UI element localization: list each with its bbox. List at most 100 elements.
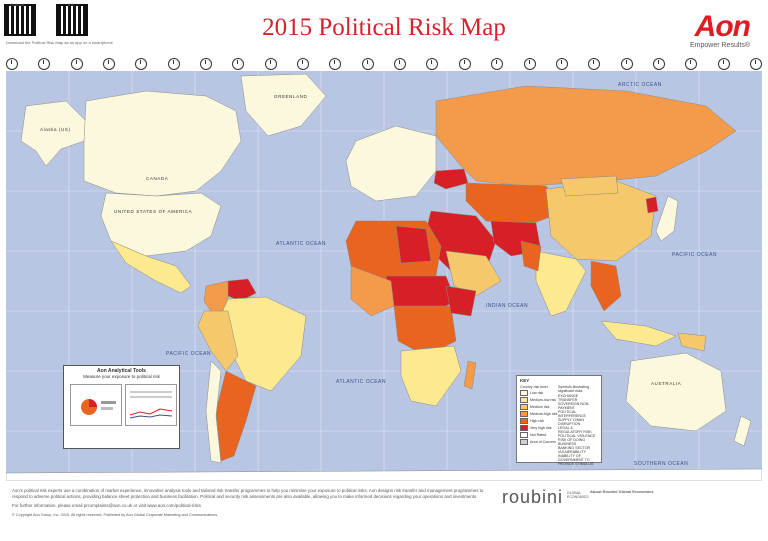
land-png	[677, 332, 707, 352]
tools-title: Aon Analytical Tools	[97, 368, 146, 374]
key-symbol-item: SOVEREIGN NON-PAYMENT	[558, 402, 590, 410]
label-pacific-east: PACIFIC OCEAN	[166, 351, 211, 357]
clock-icon	[523, 58, 536, 70]
key-level-row: High risk	[520, 418, 557, 424]
clock-icon	[749, 58, 762, 70]
key-level-row: Very high risk	[520, 425, 557, 431]
clock-icon	[6, 58, 18, 70]
clock-icon	[70, 58, 83, 70]
key-symbol-item: EXCHANGE TRANSFER	[558, 394, 579, 402]
land-horn-africa	[445, 285, 477, 317]
land-pakistan	[520, 240, 542, 272]
key-level-label: Medium-low risk	[530, 398, 556, 402]
clock-icon	[297, 58, 310, 70]
land-antarctica	[6, 468, 762, 481]
clock-icon	[652, 58, 665, 70]
aon-logo: Aon Empower Results®	[689, 10, 751, 50]
key-swatch	[520, 439, 528, 445]
page-title: 2015 Political Risk Map	[262, 14, 506, 41]
key-symbol-item: POLITICAL VIOLENCE	[558, 434, 596, 438]
clock-icon	[588, 58, 601, 70]
land-greenland	[240, 73, 327, 137]
clock-icon	[491, 58, 504, 70]
key-level-label: Medium-high risk	[530, 412, 558, 416]
land-southern-africa	[400, 345, 462, 407]
land-europe	[345, 125, 437, 202]
key-symbols: Symbols illustrating significant risks E…	[558, 385, 598, 466]
key-symbols-heading: Symbols illustrating significant risks	[558, 385, 589, 393]
tool-screenshot-left	[70, 384, 122, 426]
key-symbol-item: SUPPLY CHAIN DISRUPTION	[558, 418, 585, 426]
land-indonesia	[600, 320, 677, 347]
qr-code-left[interactable]	[4, 4, 36, 36]
key-risk-heading: Country risk level	[520, 385, 548, 389]
roubini-sub: GLOBAL ECONOMICS	[567, 491, 589, 499]
clock-icon	[555, 58, 568, 70]
qr-code-right[interactable]	[56, 4, 88, 36]
key-level-label: Low risk	[530, 391, 544, 395]
land-alaska	[20, 100, 87, 167]
clock-icon	[394, 58, 407, 70]
key-level-label: Very high risk	[530, 426, 552, 430]
clock-icon	[38, 58, 51, 70]
label-greenland: GREENLAND	[274, 94, 308, 99]
roubini-logo: roubini GLOBAL ECONOMICS	[502, 487, 589, 508]
clock-icon	[717, 58, 730, 70]
qr-caption: Download the Political Risk Map as an ap…	[6, 40, 113, 45]
key-swatch	[520, 418, 528, 424]
key-swatch	[520, 397, 528, 403]
land-madagascar	[463, 360, 477, 390]
key-symbol-item: POLITICAL INTERFERENCE	[558, 410, 586, 418]
land-ukraine	[433, 168, 469, 190]
land-new-zealand	[733, 415, 752, 447]
land-mexico	[110, 240, 192, 294]
land-china	[545, 180, 657, 262]
land-usa	[100, 192, 222, 257]
land-mongolia	[560, 175, 619, 197]
logo-tagline: Empower Results®	[689, 42, 750, 49]
label-indian-ocean: INDIAN OCEAN	[486, 303, 528, 309]
key-level-row: Medium-high risk	[520, 411, 557, 417]
label-usa: UNITED STATES OF AMERICA	[114, 209, 192, 214]
land-west-africa	[350, 265, 395, 317]
land-argentina	[215, 370, 257, 462]
land-canada	[83, 90, 242, 197]
label-pacific-west: PACIFIC OCEAN	[672, 252, 717, 258]
footer-text: Aon's political risk experts use a combi…	[12, 488, 492, 518]
key-risk-levels: Country risk level Low risk Medium-low r…	[520, 385, 557, 466]
land-japan	[655, 195, 679, 242]
land-india	[535, 250, 587, 317]
label-canada: CANADA	[146, 176, 168, 181]
key-symbol-item: RISK OF DOING BUSINESS	[558, 438, 586, 446]
clock-icon	[685, 58, 698, 70]
footer-contact[interactable]: For further information, please email pr…	[12, 503, 201, 508]
key-level-row: Low risk	[520, 390, 557, 396]
land-libya	[395, 225, 432, 264]
land-arabia	[445, 250, 502, 297]
qr-label-right: iOS	[68, 2, 75, 7]
qr-label-left: Android	[10, 2, 24, 7]
clock-icon	[200, 58, 213, 70]
key-level-row: Not Rated	[520, 432, 557, 438]
clock-icon	[103, 58, 116, 70]
clock-icon	[361, 58, 374, 70]
map-key: KEY Country risk level Low risk Medium-l…	[516, 375, 602, 466]
clock-icon	[232, 58, 245, 70]
analytical-tools-panel: Aon Analytical Tools Measure your exposu…	[63, 365, 180, 449]
label-atlantic-north: ATLANTIC OCEAN	[276, 241, 326, 247]
tool-screenshot-right	[125, 384, 177, 426]
label-australia: AUSTRALIA	[651, 381, 681, 386]
key-level-label: Medium risk	[530, 405, 550, 409]
roubini-about-heading: About Roubini Global Economics	[590, 489, 654, 494]
roubini-about: About Roubini Global Economics	[590, 489, 760, 494]
logo-wordmark: Aon	[694, 10, 751, 43]
key-level-label: High risk	[530, 419, 544, 423]
label-southern-ocean: SOUTHERN OCEAN	[634, 461, 688, 467]
land-north-korea	[645, 196, 659, 214]
key-swatch	[520, 432, 528, 438]
clock-icon	[458, 58, 471, 70]
key-symbol-item: INABILITY OF GOVERNMENT TO PROVIDE STIMU…	[558, 454, 594, 466]
land-se-asia	[590, 260, 622, 312]
land-russia	[435, 85, 737, 187]
key-level-row: Area of Concern	[520, 439, 557, 445]
